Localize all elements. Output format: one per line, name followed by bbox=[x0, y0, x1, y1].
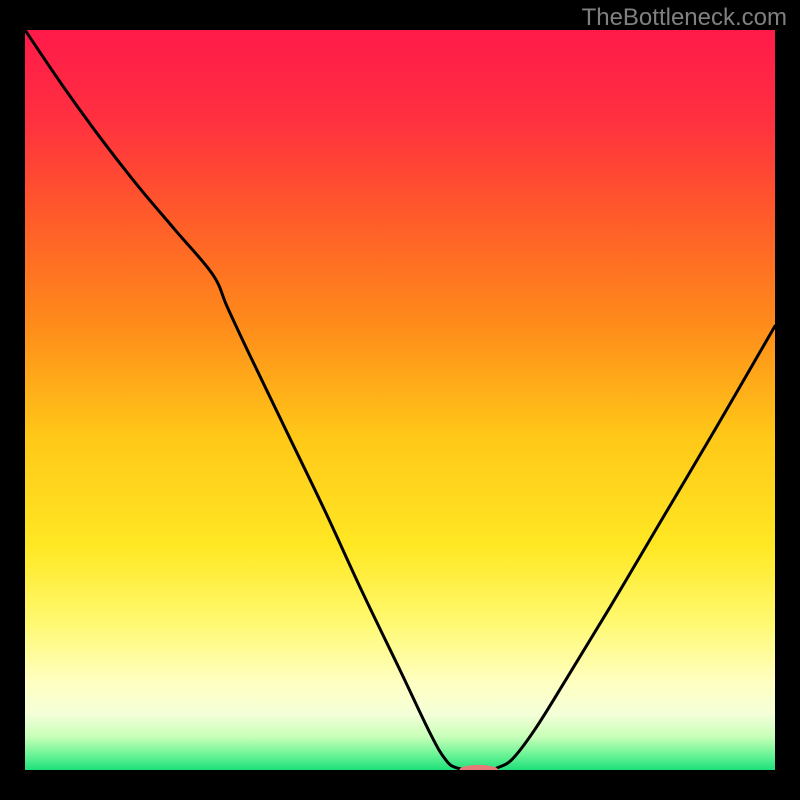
watermark-text: TheBottleneck.com bbox=[582, 4, 787, 32]
chart-svg bbox=[25, 30, 775, 770]
bottleneck-chart bbox=[25, 30, 775, 770]
chart-background bbox=[25, 30, 775, 770]
